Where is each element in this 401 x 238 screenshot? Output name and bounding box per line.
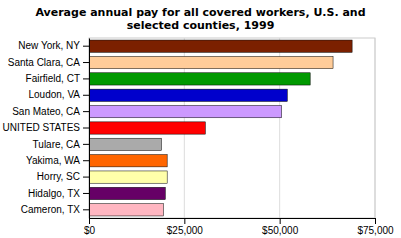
bar — [89, 56, 333, 68]
chart-container: Average annual pay for all covered worke… — [0, 0, 401, 238]
plot-area: $0 $25,000 $50,000 $75,000 Cameron, TX Hidalg… — [3, 38, 394, 236]
value-tick: $0 — [84, 218, 96, 236]
tick-label: Tulare, CA — [33, 139, 81, 150]
value-axis: $0 $25,000 $50,000 $75,000 — [84, 218, 394, 236]
bar — [89, 171, 167, 183]
bar — [89, 40, 352, 52]
category-tick: Loudon, VA — [28, 89, 89, 100]
category-tick: Horry, SC — [37, 171, 89, 182]
tick-label: San Mateo, CA — [12, 106, 80, 117]
tick-label: Cameron, TX — [21, 204, 81, 215]
category-axis: Cameron, TX Hidalgo, TX Horry, SC Yakima, W… — [3, 39, 90, 219]
tick-mark — [83, 160, 89, 161]
value-tick: $75,000 — [357, 218, 394, 236]
axis-domain — [89, 39, 90, 219]
bar — [89, 122, 205, 134]
tick-label: Horry, SC — [37, 171, 80, 182]
grid — [89, 38, 375, 218]
category-tick: Yakima, WA — [26, 155, 89, 166]
tick-mark — [89, 218, 90, 224]
category-tick: Hidalgo, TX — [28, 188, 89, 199]
tick-label: New York, NY — [18, 40, 80, 51]
category-tick: Tulare, CA — [33, 139, 89, 150]
tick-label: Yakima, WA — [26, 155, 80, 166]
plot-frame — [89, 38, 375, 218]
tick-mark — [83, 128, 89, 129]
bars — [89, 40, 352, 216]
tick-label: $25,000 — [167, 225, 204, 236]
tick-label: $75,000 — [357, 225, 394, 236]
bar — [89, 106, 282, 118]
chart-title-line: Average annual pay for all covered worke… — [35, 6, 365, 19]
axis-domain — [90, 219, 376, 225]
tick-mark — [375, 218, 376, 224]
tick-label: UNITED STATES — [3, 122, 81, 133]
tick-mark — [184, 218, 185, 224]
value-tick: $50,000 — [262, 218, 299, 236]
bar — [89, 138, 161, 150]
bar — [89, 155, 167, 167]
tick-mark — [83, 62, 89, 63]
tick-label: Loudon, VA — [28, 89, 80, 100]
category-tick: Cameron, TX — [21, 204, 89, 215]
bar — [89, 204, 163, 216]
tick-label: $0 — [84, 225, 96, 236]
tick-mark — [83, 177, 89, 178]
value-tick: $25,000 — [167, 218, 204, 236]
tick-mark — [83, 209, 89, 210]
tick-label: $50,000 — [262, 225, 299, 236]
tick-label: Hidalgo, TX — [28, 188, 80, 199]
tick-mark — [83, 193, 89, 194]
chart-title-line: selected counties, 1999 — [127, 19, 275, 32]
category-tick: Fairfield, CT — [26, 73, 89, 84]
category-tick: UNITED STATES — [3, 122, 89, 133]
tick-mark — [280, 218, 281, 224]
tick-mark — [83, 144, 89, 145]
category-tick: New York, NY — [18, 40, 89, 51]
tick-mark — [83, 78, 89, 79]
bar — [89, 89, 287, 101]
tick-label: Santa Clara, CA — [8, 57, 81, 68]
tick-mark — [83, 111, 89, 112]
tick-mark — [83, 46, 89, 47]
chart-title: Average annual pay for all covered worke… — [35, 6, 365, 32]
category-tick: San Mateo, CA — [12, 106, 89, 117]
chart-svg: Average annual pay for all covered worke… — [0, 0, 401, 238]
category-tick: Santa Clara, CA — [8, 57, 89, 68]
tick-mark — [83, 95, 89, 96]
bar — [89, 187, 165, 199]
bar — [89, 73, 310, 85]
tick-label: Fairfield, CT — [26, 73, 80, 84]
